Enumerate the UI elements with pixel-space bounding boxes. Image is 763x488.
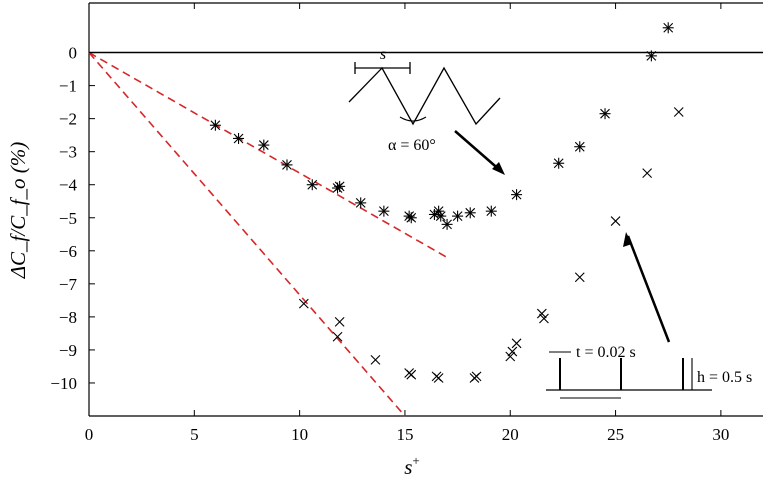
y-tick-label: −2 — [59, 110, 77, 129]
blade-inset: t = 0.02 s h = 0.5 s — [546, 232, 752, 399]
cross-point — [370, 354, 381, 365]
series-marks — [209, 22, 684, 383]
x-tick-label: 30 — [712, 425, 729, 444]
cross-point — [334, 316, 345, 327]
asterisk-point — [441, 218, 453, 230]
asterisk-point — [464, 207, 476, 219]
asterisk-point — [452, 210, 464, 222]
asterisk-point — [553, 157, 565, 169]
asterisk-point — [435, 210, 447, 222]
y-tick-label: −10 — [50, 374, 77, 393]
x-tick-label: 15 — [396, 425, 413, 444]
y-tick-label: −8 — [59, 308, 77, 327]
y-ticks: 0 −1 −2 −3 −4 −5 −6 −7 −8 −9 −10 — [50, 44, 95, 393]
blade-height-label: h = 0.5 s — [697, 369, 752, 386]
cross-point — [642, 168, 653, 179]
asterisk-point — [405, 212, 417, 224]
cross-point — [433, 373, 444, 383]
x-tick-label: 20 — [502, 425, 519, 444]
angle-arc — [399, 116, 427, 122]
sawtooth-spacing-label: s — [380, 46, 386, 63]
y-tick-label: 0 — [69, 44, 78, 63]
asterisk-point — [281, 159, 293, 171]
asterisk-point — [334, 180, 346, 192]
fit-line-2 — [88, 51, 448, 259]
y-tick-label: −6 — [59, 242, 77, 261]
blade-thickness-label: t = 0.02 s — [576, 344, 636, 361]
cross-point — [505, 351, 516, 362]
sawtooth-angle-label: α = 60° — [388, 137, 436, 154]
fit-lines — [88, 51, 448, 417]
fit-line-3 — [88, 52, 406, 417]
x-tick-label: 25 — [607, 425, 624, 444]
asterisk-point — [485, 205, 497, 217]
cross-point — [536, 308, 547, 319]
cross-point — [574, 272, 585, 283]
y-tick-label: −3 — [59, 143, 77, 162]
x-tick-label: 5 — [190, 425, 199, 444]
sawtooth-profile — [348, 66, 501, 126]
asterisk-point — [355, 197, 367, 209]
asterisk-point — [599, 108, 611, 120]
x-tick-label: 0 — [85, 425, 94, 444]
cross-point — [406, 369, 417, 380]
asterisk-point — [306, 179, 318, 191]
cross-point — [673, 107, 684, 117]
cross-point — [298, 298, 309, 309]
y-tick-label: −7 — [59, 275, 78, 294]
y-tick-label: −9 — [59, 341, 77, 360]
pointer-arrow-sawtooth — [454, 130, 503, 173]
x-tick-label: 10 — [291, 425, 308, 444]
cross-point — [610, 216, 621, 226]
asterisk-point — [378, 205, 390, 217]
y-tick-label: −4 — [59, 176, 78, 195]
asterisk-point — [645, 50, 657, 62]
cross-point — [507, 346, 518, 357]
asterisk-point — [574, 141, 586, 153]
asterisk-point — [662, 22, 674, 34]
pointer-arrowhead-sawtooth — [492, 162, 505, 175]
cross-point — [332, 331, 343, 342]
cross-point — [511, 338, 522, 349]
asterisk-point — [511, 189, 523, 201]
asterisk-point — [209, 119, 221, 131]
x-ticks: 0 5 10 15 20 25 30 — [85, 3, 729, 444]
sawtooth-inset: s α = 60° — [348, 46, 505, 175]
asterisk-point — [433, 205, 445, 217]
asterisk-point — [233, 132, 245, 144]
y-tick-label: −5 — [59, 209, 77, 228]
x-axis-label: s+ — [404, 453, 420, 479]
cross-point — [539, 313, 549, 324]
asterisk-point — [258, 139, 270, 151]
pointer-arrowhead-blade — [623, 232, 632, 247]
y-axis-label: ΔC_f/C_f_o (%) — [6, 142, 30, 280]
pointer-arrow-blade — [626, 235, 671, 343]
y-tick-label: −1 — [59, 77, 77, 96]
cross-point — [471, 371, 482, 382]
